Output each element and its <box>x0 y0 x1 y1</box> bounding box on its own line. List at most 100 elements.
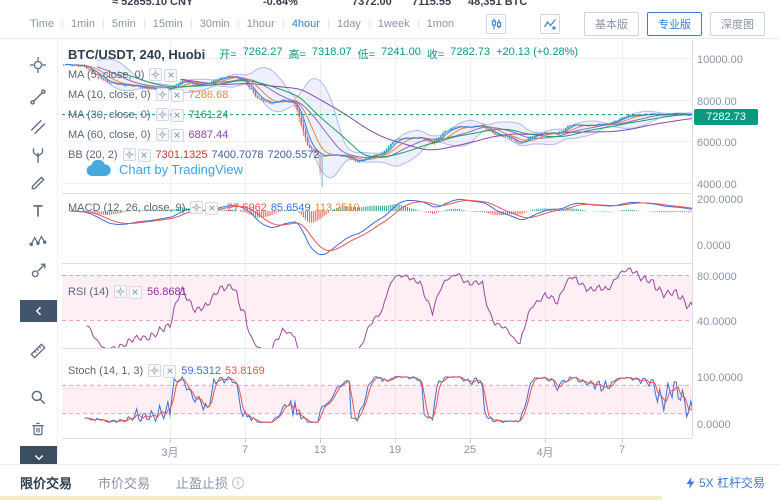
ohlc-open-value: 7262.27 <box>242 46 283 58</box>
indicator-label: MACD (12, 26, close, 9) <box>68 202 186 214</box>
time-label[interactable]: Time <box>30 18 55 30</box>
ruler-tool[interactable] <box>29 342 47 360</box>
macd-dif-value: 85.6549 <box>270 202 311 214</box>
scroll-down-button[interactable] <box>20 446 57 468</box>
ohlc-close-value: 7282.73 <box>450 46 491 58</box>
indicator-label: BB (20, 2) <box>68 149 118 161</box>
leverage-label: 5X 杠杆交易 <box>698 476 765 490</box>
close-icon <box>141 152 147 158</box>
interval-1min[interactable]: 1min <box>71 18 95 30</box>
view-basic-button[interactable]: 基本版 <box>584 12 639 36</box>
divider <box>327 19 329 29</box>
divider <box>237 19 239 29</box>
x-axis-label-4: 25 <box>463 444 477 456</box>
ohlc-low-value: 7241.00 <box>381 46 421 58</box>
ohlc-high-value: 7318.07 <box>311 46 352 58</box>
tradingview-watermark: Chart by TradingView <box>84 160 243 178</box>
pattern-tool[interactable] <box>29 232 47 250</box>
interval-4hour[interactable]: 4hour <box>291 18 320 30</box>
indicator-settings-button[interactable] <box>155 128 169 141</box>
zoom-tool[interactable] <box>29 388 47 406</box>
text-tool[interactable] <box>29 202 47 220</box>
chevron-left-icon <box>35 306 41 316</box>
forecast-tool[interactable] <box>29 262 47 280</box>
interval-1week[interactable]: 1week <box>377 18 410 30</box>
collapse-panel-button[interactable] <box>20 300 57 322</box>
indicator-controls <box>155 108 185 122</box>
trendline-tool[interactable] <box>29 88 47 106</box>
brush-icon <box>31 176 45 190</box>
divider <box>368 19 370 29</box>
interval-15min[interactable]: 15min <box>152 18 183 30</box>
indicator-settings-button[interactable] <box>155 88 169 101</box>
ma10-row: MA (10, close, 0) 7286.68 <box>68 88 228 102</box>
stoch-d-value: 53.8169 <box>224 365 265 377</box>
ma5-row: MA (5, close, 0) <box>68 68 182 82</box>
indicator-settings-button[interactable] <box>113 285 127 298</box>
bb-basis-value: 7301.1325 <box>155 149 208 161</box>
indicators-button[interactable] <box>540 14 561 34</box>
indicator-close-button[interactable] <box>164 68 178 82</box>
stoch-row: Stoch (14, 1, 3) 59.5312 53.8169 <box>68 364 265 378</box>
interval-1hour[interactable]: 1hour <box>246 18 275 30</box>
price-chart-canvas[interactable] <box>62 40 762 460</box>
indicator-close-button[interactable] <box>137 148 151 162</box>
indicator-close-button[interactable] <box>163 364 177 378</box>
interval-30min[interactable]: 30min <box>199 18 230 30</box>
indicator-settings-button[interactable] <box>190 201 204 214</box>
interval-toolbar: Time 1min 5min 15min 30min 1hour 4hour 1… <box>0 10 779 39</box>
pitchfork-tool[interactable] <box>29 146 47 164</box>
ticker-strip: ≈ 52855.10 CNY -0.64% 7372.00 7115.55 48… <box>0 0 779 10</box>
view-pro-button[interactable]: 专业版 <box>647 12 702 36</box>
chevron-down-icon <box>34 454 43 461</box>
channel-tool[interactable] <box>29 118 47 136</box>
interval-1mon[interactable]: 1mon <box>426 18 455 30</box>
x-axis-label-5: 4月 <box>536 447 554 459</box>
delete-drawings-tool[interactable] <box>29 420 47 438</box>
macd-axis-label-0: 200.0000 <box>697 194 743 206</box>
indicator-close-button[interactable] <box>170 88 184 102</box>
macd-axis-label-1: 0.0000 <box>697 240 731 252</box>
interval-5min[interactable]: 5min <box>111 18 136 30</box>
stoch-axis-label-1: 0.0000 <box>697 419 731 431</box>
bottom-accent-strip <box>0 496 662 500</box>
gear-icon <box>151 70 161 79</box>
close-icon <box>174 92 180 98</box>
ma60-row: MA (60, close, 0) 6887.44 <box>68 128 228 142</box>
x-axis-label-1: 7 <box>241 444 249 456</box>
indicator-close-button[interactable] <box>170 128 184 142</box>
brush-tool[interactable] <box>29 174 47 192</box>
lightning-icon <box>686 476 695 489</box>
indicator-controls <box>148 68 178 82</box>
view-depth-button[interactable]: 深度图 <box>710 12 765 36</box>
bb-row: BB (20, 2) 7301.1325 7400.7078 7200.5572 <box>68 148 320 162</box>
indicator-settings-button[interactable] <box>149 68 163 81</box>
close-icon <box>174 132 180 138</box>
chart-title-row: BTC/USDT, 240, Huobi 开= 7262.27 高= 7318.07… <box>68 46 578 62</box>
gear-icon <box>150 366 159 375</box>
ma30-row: MA (30, close, 0) 7161.24 <box>68 108 228 122</box>
tab-limit-order[interactable]: 限价交易 <box>20 476 73 491</box>
info-icon[interactable] <box>232 476 245 489</box>
indicator-settings-button[interactable] <box>155 108 169 121</box>
indicator-close-button[interactable] <box>170 108 184 122</box>
gear-icon <box>192 203 201 212</box>
ohlc-readout: 开= 7262.27 高= 7318.07 低= 7241.00 收= 7282.73 … <box>219 46 578 62</box>
indicator-close-button[interactable] <box>205 201 219 215</box>
x-axis-label-0: 3月 <box>161 447 179 459</box>
xabcd-pattern-icon <box>29 235 47 247</box>
indicator-close-button[interactable] <box>128 285 142 299</box>
interval-1day[interactable]: 1day <box>336 18 361 30</box>
indicator-settings-button[interactable] <box>148 364 162 377</box>
chart-style-button[interactable] <box>486 14 507 34</box>
trendline-icon <box>30 89 46 105</box>
tab-stop-order[interactable]: 止盈止损 <box>176 473 245 492</box>
trash-icon <box>32 422 44 436</box>
tab-market-order[interactable]: 市价交易 <box>98 476 151 491</box>
rail-divider <box>57 40 58 462</box>
indicator-settings-button[interactable] <box>122 148 136 161</box>
leverage-link[interactable]: 5X 杠杆交易 <box>686 474 765 491</box>
forecast-icon <box>31 263 46 278</box>
crosshair-tool[interactable] <box>29 56 47 74</box>
